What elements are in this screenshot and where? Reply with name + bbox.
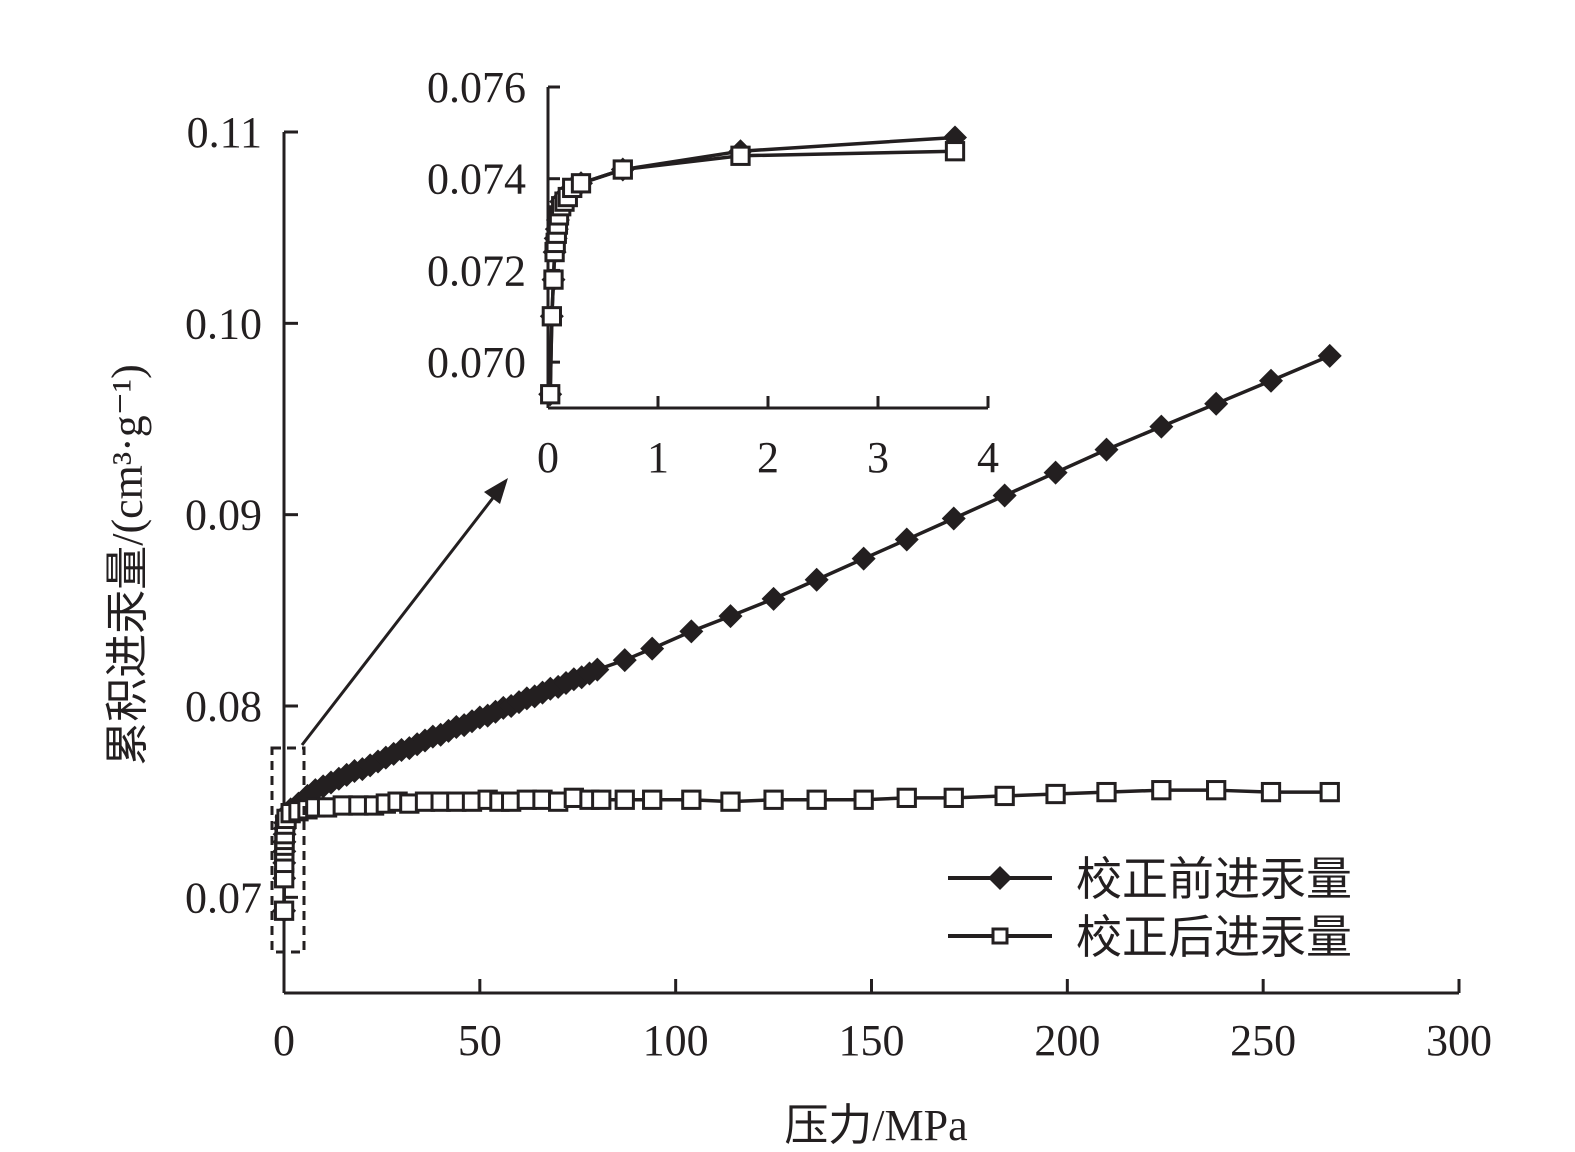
main-point-before-correction: [1149, 414, 1174, 439]
inset-point-after-correction: [541, 306, 562, 327]
main-point-after-correction: [896, 787, 917, 808]
legend-label-after-correction: 校正后进汞量: [1076, 912, 1352, 963]
inset-plot-axes: 0 1 2 3 4 0.070 0.072 0.074 0.076: [427, 63, 999, 482]
main-point-before-correction: [761, 586, 786, 611]
zoom-arrow-head: [484, 478, 508, 504]
main-y-tick-label: 0.10: [185, 299, 262, 348]
main-point-after-correction: [1319, 781, 1340, 803]
main-series-before-correction: [272, 343, 1342, 923]
inset-point-after-correction: [730, 145, 751, 166]
main-y-tick-label: 0.11: [187, 108, 262, 157]
inset-line-after-correction: [548, 149, 956, 395]
zoom-region-box: [270, 746, 306, 954]
main-point-after-correction: [1045, 783, 1066, 805]
main-point-after-correction: [1096, 781, 1117, 803]
main-x-tick-label: 250: [1230, 1016, 1296, 1065]
main-x-tick-label: 0: [273, 1016, 295, 1065]
main-point-after-correction: [614, 789, 635, 810]
main-point-after-correction: [806, 789, 827, 810]
inset-series-after-correction: [540, 141, 966, 405]
main-x-tick-label: 300: [1426, 1016, 1492, 1065]
main-point-before-correction: [804, 567, 829, 592]
main-point-after-correction: [763, 789, 784, 810]
main-point-after-correction: [720, 791, 741, 812]
inset-point-after-correction: [612, 159, 633, 180]
main-y-tick-label: 0.09: [185, 491, 262, 540]
y-axis-title: 累积进汞量/(cm³·g⁻¹): [103, 364, 152, 766]
main-point-after-correction: [943, 787, 964, 808]
main-point-after-correction: [681, 789, 702, 810]
main-point-before-correction: [1204, 391, 1229, 416]
inset-point-after-correction: [540, 384, 561, 405]
main-x-tick-label: 100: [643, 1016, 709, 1065]
main-point-before-correction: [1094, 437, 1119, 462]
inset-plot-series: [538, 125, 967, 407]
inset-x-tick-label: 4: [977, 433, 999, 482]
inset-x-tick-label: 0: [537, 433, 559, 482]
main-plot-axes: 0 50 100 150 200 250 300 0.07 0.08 0.09 0.10 0.11: [185, 108, 1492, 1065]
main-point-after-correction: [273, 900, 295, 921]
main-point-after-correction: [1151, 780, 1172, 801]
main-point-before-correction: [894, 527, 919, 552]
main-series-after-correction: [273, 780, 1340, 921]
legend: 校正前进汞量 校正后进汞量: [948, 854, 1352, 963]
main-point-after-correction: [853, 789, 874, 810]
main-point-after-correction: [642, 789, 663, 810]
main-point-before-correction: [992, 483, 1017, 508]
main-point-before-correction: [941, 506, 966, 531]
main-point-before-correction: [585, 657, 610, 682]
main-point-before-correction: [1259, 368, 1283, 393]
inset-x-tick-label: 1: [647, 433, 669, 482]
main-point-before-correction: [640, 636, 665, 661]
inset-y-tick-label: 0.074: [427, 155, 526, 204]
main-point-after-correction: [1260, 781, 1282, 803]
main-x-tick-label: 200: [1034, 1016, 1100, 1065]
main-point-after-correction: [994, 785, 1015, 807]
main-point-before-correction: [679, 619, 704, 644]
inset-series-before-correction: [538, 125, 967, 407]
legend-marker-square: [991, 927, 1009, 945]
inset-x-tick-label: 3: [867, 433, 889, 482]
main-point-before-correction: [718, 604, 743, 629]
inset-point-after-correction: [944, 141, 966, 162]
legend-item-before-correction: 校正前进汞量: [948, 854, 1352, 905]
main-point-before-correction: [612, 648, 637, 673]
main-point-before-correction: [851, 546, 876, 571]
inset-y-tick-label: 0.072: [427, 246, 526, 295]
inset-point-after-correction: [570, 173, 592, 194]
legend-marker-diamond: [988, 866, 1012, 890]
zoom-indicator: [270, 478, 508, 954]
legend-item-after-correction: 校正后进汞量: [948, 912, 1352, 963]
inset-line-before-correction: [548, 135, 956, 395]
zoom-arrow-line: [300, 493, 498, 746]
main-y-tick-label: 0.07: [185, 873, 262, 922]
inset-x-tick-label: 2: [757, 433, 779, 482]
main-y-tick-label: 0.08: [185, 682, 262, 731]
main-plot-series: [272, 343, 1342, 923]
legend-label-before-correction: 校正前进汞量: [1076, 854, 1352, 905]
main-point-before-correction: [1043, 460, 1068, 485]
main-point-after-correction: [1206, 780, 1227, 801]
inset-y-tick-label: 0.076: [427, 63, 526, 112]
main-point-before-correction: [1317, 343, 1342, 368]
main-x-tick-label: 150: [839, 1016, 905, 1065]
main-point-after-correction: [591, 789, 612, 810]
inset-y-tick-label: 0.070: [427, 338, 526, 387]
x-axis-title: 压力/MPa: [784, 1101, 967, 1150]
inset-point-after-correction: [543, 269, 564, 290]
main-line-before-correction: [282, 354, 1331, 911]
main-x-tick-label: 50: [458, 1016, 502, 1065]
